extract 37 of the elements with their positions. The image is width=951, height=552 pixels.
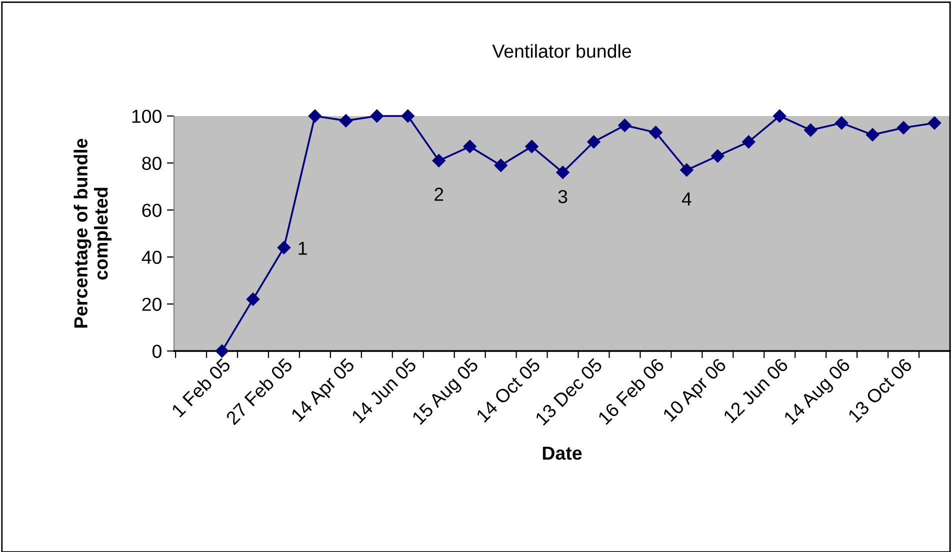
- point: [246, 292, 260, 306]
- point: [866, 128, 880, 142]
- point: [277, 241, 291, 254]
- point: [773, 109, 786, 123]
- y-tick-label: 100: [132, 110, 162, 123]
- annotation: 1: [298, 242, 307, 255]
- point: [339, 114, 353, 128]
- point: [525, 140, 538, 154]
- point: [308, 109, 322, 123]
- point: [711, 149, 724, 163]
- annotation: 3: [558, 190, 568, 204]
- point: [649, 126, 662, 140]
- point: [463, 140, 476, 154]
- point: [215, 344, 229, 358]
- point: [834, 116, 848, 130]
- point: [928, 116, 942, 130]
- point: [401, 109, 414, 123]
- point: [556, 166, 570, 179]
- y-tick-label: 40: [142, 250, 162, 264]
- annotation: 2: [434, 188, 444, 201]
- point: [804, 124, 818, 137]
- point: [742, 135, 756, 148]
- y-tick-label: 80: [142, 156, 162, 170]
- x-axis-title: Date: [542, 446, 582, 460]
- chart-title: Ventilator bundle: [492, 44, 632, 58]
- y-tick-label: 0: [152, 344, 162, 358]
- point: [618, 118, 632, 132]
- point: [680, 163, 694, 177]
- annotation: 4: [682, 192, 692, 206]
- point: [587, 135, 600, 148]
- y-tick-label: 20: [142, 298, 162, 311]
- point: [896, 121, 910, 134]
- point: [370, 109, 384, 123]
- y-tick-label: 60: [142, 204, 162, 217]
- point: [494, 158, 508, 172]
- point: [432, 154, 446, 168]
- y-axis-title: Percentage of bundle completed: [74, 138, 112, 328]
